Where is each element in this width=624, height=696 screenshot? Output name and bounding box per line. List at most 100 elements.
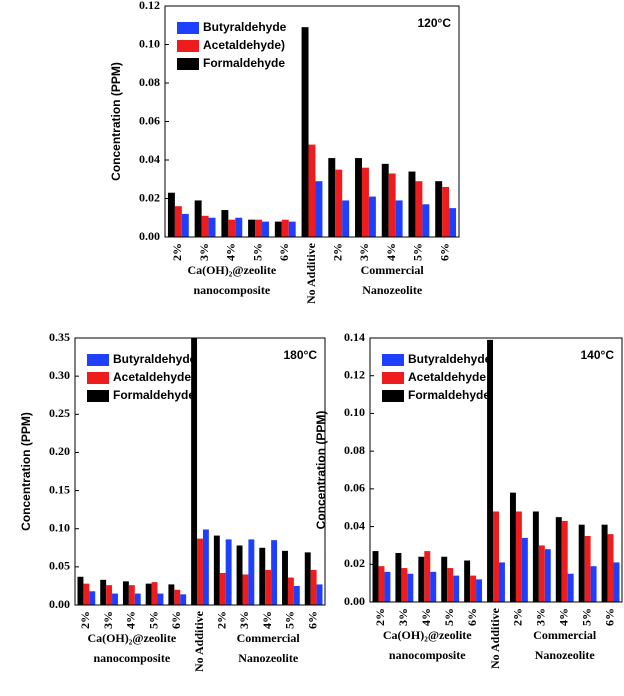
plot-frame: [164, 5, 460, 238]
bar: [401, 568, 408, 602]
bar: [453, 575, 460, 602]
bar: [567, 573, 574, 602]
x-tick-label: 2%: [170, 243, 184, 261]
x-tick-label: No Additive: [192, 610, 206, 672]
legend-swatch: [177, 58, 199, 70]
y-tick-label: 0.15: [49, 482, 70, 496]
y-tick-label: 0.06: [344, 481, 365, 495]
group-label: Commercial: [533, 628, 597, 642]
group-label: Nanozeolite: [362, 283, 423, 297]
bar: [219, 572, 226, 605]
bar: [361, 167, 369, 237]
bar: [242, 574, 249, 605]
bar: [408, 171, 416, 237]
annotation: 180°C: [284, 348, 318, 362]
group-label: nanocomposite: [193, 283, 270, 297]
group-label: Ca(OH)₂@zeolite: [87, 631, 176, 645]
x-tick-label: 2%: [373, 608, 387, 626]
bar: [590, 566, 597, 602]
x-tick-label: 2%: [78, 611, 92, 629]
y-tick-label: 0.25: [49, 406, 70, 420]
y-tick-label: 0.00: [139, 229, 160, 243]
y-tick-label: 0.35: [49, 330, 70, 344]
legend-label: Formaldehyde: [113, 388, 195, 402]
y-tick-label: 0.04: [139, 152, 160, 166]
x-tick-label: 6%: [465, 608, 479, 626]
bar: [449, 208, 457, 237]
bar: [248, 219, 256, 237]
bar: [315, 181, 323, 237]
group-label: Commercial: [237, 631, 301, 645]
plot-frame: [369, 337, 623, 603]
bar: [167, 192, 175, 237]
y-tick-label: 0.08: [344, 443, 365, 457]
y-tick-label: 0.02: [344, 556, 365, 570]
group-label: Nanozeolite: [238, 651, 299, 665]
y-tick-label: 0.14: [344, 330, 365, 344]
bar: [259, 547, 266, 605]
x-tick-label: 2%: [330, 243, 344, 261]
bar: [145, 583, 152, 605]
legend-swatch: [382, 354, 404, 366]
y-tick-label: 0.00: [344, 594, 365, 608]
x-tick-label: 3%: [396, 608, 410, 626]
x-tick-label: 4%: [260, 611, 274, 629]
bar: [422, 204, 430, 237]
bar: [221, 210, 229, 237]
x-tick-label: 5%: [411, 243, 425, 261]
bar: [274, 221, 282, 237]
bar: [430, 571, 437, 602]
y-tick-label: 0.08: [139, 75, 160, 89]
bar: [335, 169, 343, 237]
bar: [470, 575, 477, 602]
x-tick-label: 6%: [437, 243, 451, 261]
bar: [157, 593, 164, 605]
bar: [181, 213, 189, 237]
legend-swatch: [87, 354, 109, 366]
x-tick-label: 6%: [169, 611, 183, 629]
bar: [134, 593, 141, 605]
bar: [197, 538, 203, 605]
bar: [435, 181, 443, 237]
y-tick-label: 0.30: [49, 368, 70, 382]
bar: [308, 144, 316, 237]
x-tick-label: No Additive: [488, 607, 502, 669]
bar: [607, 534, 614, 602]
x-tick-label: 3%: [237, 611, 251, 629]
bar: [225, 539, 232, 605]
x-tick-label: 2%: [214, 611, 228, 629]
bar: [293, 585, 300, 605]
bar: [262, 221, 269, 237]
x-tick-label: 5%: [579, 608, 593, 626]
x-tick-label: 3%: [101, 611, 115, 629]
y-axis-title: Concentration (PPM): [19, 412, 33, 531]
y-tick-label: 0.04: [344, 518, 365, 532]
bar: [100, 579, 107, 605]
bar: [388, 173, 396, 237]
bar: [441, 556, 448, 602]
bar: [180, 594, 187, 605]
y-tick-label: 0.00: [49, 597, 70, 611]
bar: [378, 566, 385, 602]
bar: [287, 577, 294, 605]
bar: [381, 163, 389, 237]
bar: [328, 158, 336, 237]
bar: [493, 511, 499, 602]
x-tick-label: 3%: [197, 243, 211, 261]
legend-swatch: [177, 22, 199, 34]
bar: [128, 585, 135, 605]
bar: [255, 219, 263, 237]
bar: [342, 200, 350, 237]
bar: [372, 551, 379, 602]
y-tick-label: 0.10: [49, 520, 70, 534]
y-tick-label: 0.12: [344, 367, 365, 381]
bar: [418, 556, 425, 602]
group-label: nanocomposite: [93, 651, 170, 665]
bar: [424, 551, 431, 602]
bar: [77, 576, 84, 605]
annotation: 140°C: [581, 348, 615, 362]
x-tick-label: 5%: [442, 608, 456, 626]
bar: [407, 573, 414, 602]
group-label: Ca(OH)₂@zeolite: [383, 628, 472, 642]
x-tick-label: 3%: [357, 243, 371, 261]
